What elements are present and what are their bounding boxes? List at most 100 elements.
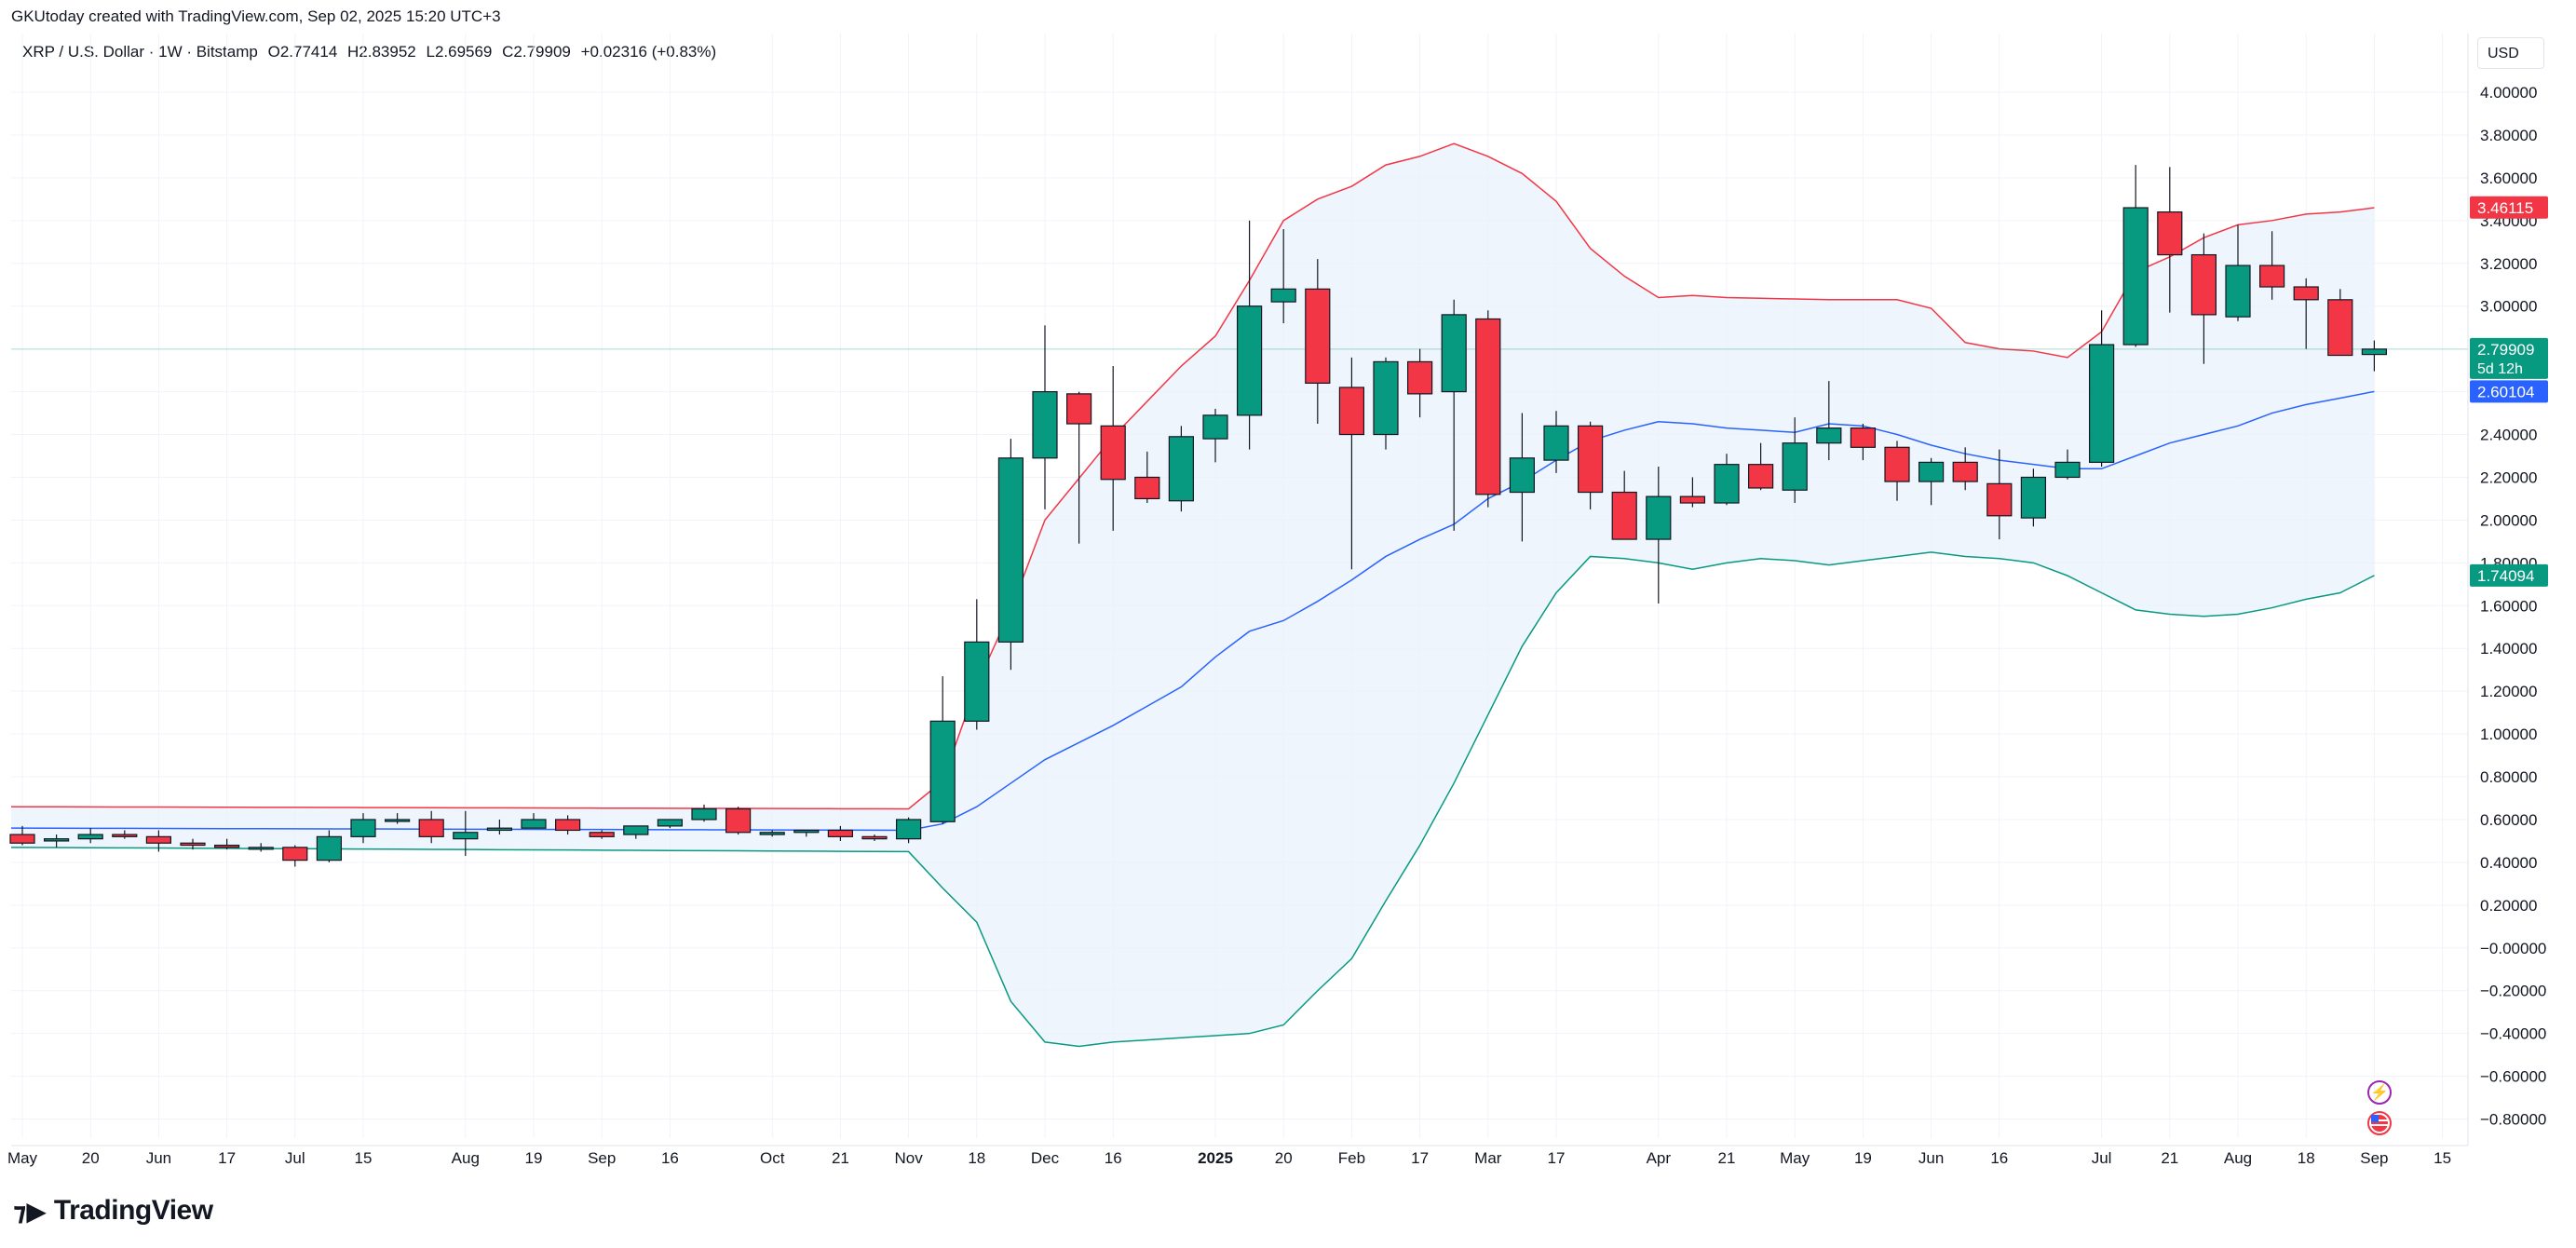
x-tick-label: 17 bbox=[1411, 1149, 1429, 1167]
candle bbox=[554, 815, 581, 835]
candle-body bbox=[1475, 318, 1501, 495]
candle-body bbox=[43, 838, 70, 842]
candle-body bbox=[623, 825, 649, 835]
candle-body bbox=[2122, 207, 2149, 346]
candle-body bbox=[589, 832, 615, 837]
candle bbox=[691, 804, 717, 822]
candle bbox=[2190, 233, 2217, 364]
basis-label-text: 2.60104 bbox=[2477, 383, 2534, 400]
x-tick-label: May bbox=[1780, 1149, 1810, 1167]
candle bbox=[1475, 310, 1501, 508]
ohlc-open: O2.77414 bbox=[267, 43, 338, 61]
candle-body bbox=[1441, 314, 1467, 393]
candle bbox=[2361, 340, 2387, 372]
y-tick-label: −0.60000 bbox=[2480, 1068, 2546, 1086]
candle bbox=[1679, 477, 1706, 508]
y-tick-label: 0.60000 bbox=[2480, 811, 2537, 829]
candle-body bbox=[1747, 464, 1774, 489]
price-labels: 3.46115 2.79909 5d 12h 2.60104 1.74094 bbox=[2470, 196, 2548, 587]
chart-credit: GKUtoday created with TradingView.com, S… bbox=[11, 7, 501, 25]
candle-body bbox=[180, 842, 206, 847]
candle bbox=[895, 817, 922, 844]
candle-body bbox=[385, 819, 411, 822]
candle-body bbox=[77, 834, 103, 840]
symbol-name[interactable]: XRP / U.S. Dollar · 1W · Bitstamp bbox=[22, 43, 258, 61]
candle-body bbox=[2157, 211, 2183, 256]
candle-body bbox=[521, 819, 547, 829]
x-tick-label: 21 bbox=[2161, 1149, 2178, 1167]
candle-body bbox=[350, 819, 376, 837]
candle bbox=[1338, 357, 1365, 570]
x-tick-label: 18 bbox=[2298, 1149, 2315, 1167]
candle bbox=[2293, 278, 2319, 349]
candle bbox=[2089, 310, 2115, 467]
candle bbox=[2157, 167, 2183, 313]
bollinger-bands bbox=[10, 142, 2468, 1048]
y-tick-label: −0.40000 bbox=[2480, 1025, 2546, 1043]
currency-selector[interactable]: USD bbox=[2477, 37, 2544, 69]
candle-body bbox=[1065, 393, 1092, 425]
candle bbox=[43, 834, 70, 848]
candle-body bbox=[554, 819, 581, 832]
candle bbox=[385, 813, 411, 824]
candle-body bbox=[1338, 387, 1365, 436]
candle-body bbox=[1236, 305, 1263, 416]
candle bbox=[1202, 408, 1228, 463]
y-tick-label: 1.20000 bbox=[2480, 683, 2537, 700]
x-tick-label: 15 bbox=[355, 1149, 373, 1167]
candle bbox=[1816, 381, 1842, 461]
candle-body bbox=[2089, 344, 2115, 463]
candle bbox=[725, 807, 752, 835]
y-tick-label: 1.40000 bbox=[2480, 640, 2537, 658]
candle bbox=[2122, 165, 2149, 347]
candle bbox=[1714, 454, 1740, 506]
candle-body bbox=[1270, 288, 1296, 303]
symbol-legend: XRP / U.S. Dollar · 1W · Bitstamp O2.774… bbox=[22, 43, 722, 61]
upper-band-label: 3.46115 bbox=[2470, 196, 2548, 219]
candle bbox=[657, 819, 684, 829]
candle-body bbox=[214, 844, 240, 848]
candle bbox=[1782, 417, 1808, 504]
candle-body bbox=[1134, 476, 1160, 500]
candle-body bbox=[929, 720, 956, 822]
y-tick-label: 2.20000 bbox=[2480, 468, 2537, 486]
candle bbox=[997, 439, 1024, 671]
x-tick-label: Feb bbox=[1338, 1149, 1365, 1167]
y-tick-label: 4.00000 bbox=[2480, 84, 2537, 102]
tradingview-logo[interactable]: ⁊▶ TradingView bbox=[13, 1195, 213, 1227]
us-flag-icon[interactable] bbox=[2367, 1111, 2392, 1135]
candle-body bbox=[145, 835, 171, 844]
candle-body bbox=[964, 641, 990, 722]
candle bbox=[1032, 325, 1058, 509]
candle bbox=[793, 829, 820, 837]
grid bbox=[11, 34, 2468, 1138]
x-tick-label: 21 bbox=[1718, 1149, 1736, 1167]
y-tick-label: 0.80000 bbox=[2480, 768, 2537, 786]
axes[interactable]: 4.000003.800003.600003.400003.200003.000… bbox=[7, 34, 2546, 1167]
flash-icon[interactable]: ⚡ bbox=[2367, 1080, 2392, 1105]
candle-body bbox=[316, 835, 342, 861]
y-tick-label: 2.00000 bbox=[2480, 511, 2537, 529]
candle bbox=[1441, 299, 1467, 531]
candle-body bbox=[2225, 265, 2251, 318]
y-tick-label: 3.80000 bbox=[2480, 127, 2537, 144]
candle-body bbox=[827, 829, 854, 837]
basis-label-bg bbox=[2470, 380, 2548, 403]
current-price-label-countdown: 5d 12h bbox=[2477, 361, 2523, 377]
candle-body bbox=[282, 847, 308, 861]
candle bbox=[1646, 466, 1672, 604]
candle-body bbox=[1884, 446, 1910, 482]
candle-body bbox=[725, 807, 752, 834]
candle bbox=[1952, 447, 1978, 491]
candle bbox=[2225, 224, 2251, 321]
candle bbox=[9, 825, 35, 846]
candle bbox=[112, 830, 138, 839]
candle-body bbox=[793, 829, 820, 834]
x-tick-label: 17 bbox=[1548, 1149, 1566, 1167]
upper-band-label-bg bbox=[2470, 196, 2548, 219]
candle bbox=[1168, 426, 1195, 512]
ohlc-low: L2.69569 bbox=[426, 43, 493, 61]
candle bbox=[1270, 229, 1296, 324]
candle-body bbox=[453, 832, 479, 840]
